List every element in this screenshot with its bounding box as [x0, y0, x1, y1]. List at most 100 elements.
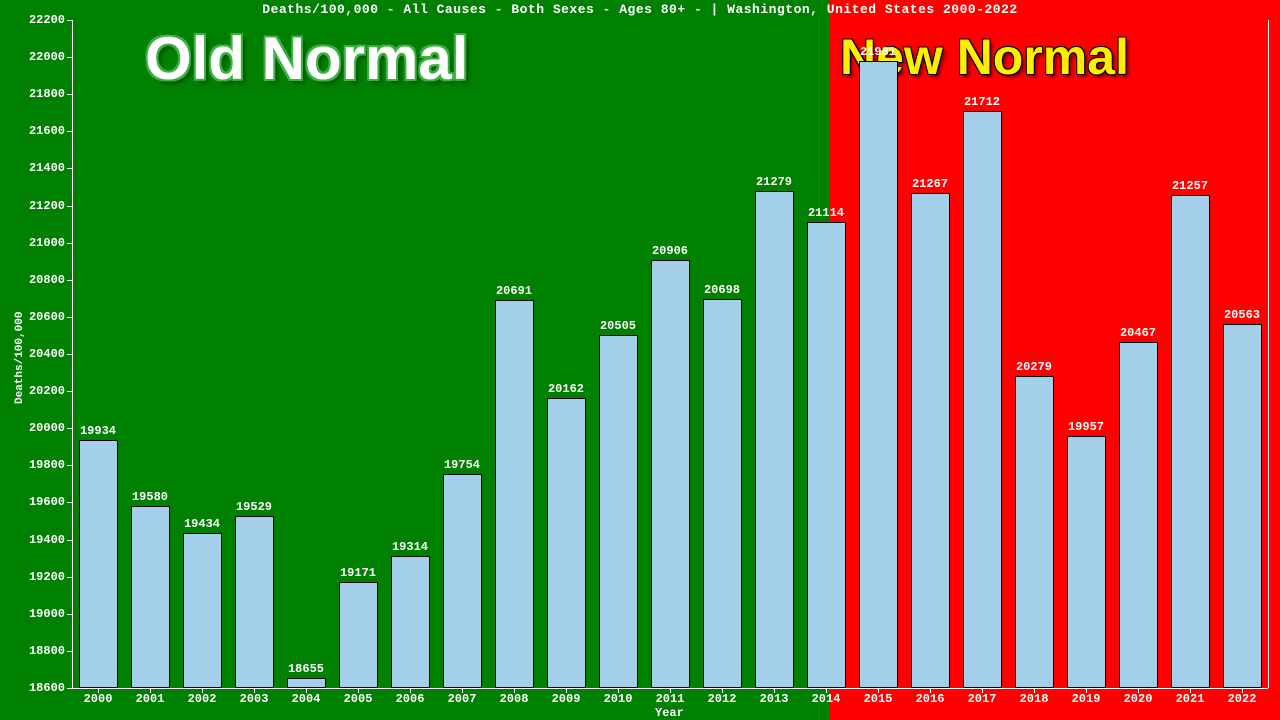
- x-tick-label: 2006: [390, 692, 430, 706]
- y-tick-label: 21600: [10, 124, 65, 138]
- bar: [755, 191, 794, 688]
- bar: [1067, 436, 1106, 688]
- x-tick-label: 2007: [442, 692, 482, 706]
- bar: [1171, 195, 1210, 688]
- x-tick-label: 2011: [650, 692, 690, 706]
- bar-value-label: 20906: [645, 244, 695, 258]
- bar: [131, 506, 170, 688]
- bar: [339, 582, 378, 688]
- y-tick-label: 19800: [10, 458, 65, 472]
- bar: [235, 516, 274, 688]
- x-tick-label: 2003: [234, 692, 274, 706]
- y-tick-mark: [67, 428, 72, 429]
- x-tick-label: 2004: [286, 692, 326, 706]
- x-axis-label: Year: [655, 706, 684, 720]
- x-tick-label: 2015: [858, 692, 898, 706]
- y-tick-label: 18600: [10, 681, 65, 695]
- y-tick-label: 22000: [10, 50, 65, 64]
- y-tick-mark: [67, 502, 72, 503]
- bar: [963, 111, 1002, 688]
- y-tick-mark: [67, 465, 72, 466]
- x-tick-label: 2009: [546, 692, 586, 706]
- y-tick-mark: [67, 20, 72, 21]
- bar-value-label: 21257: [1165, 179, 1215, 193]
- bar: [859, 61, 898, 688]
- y-tick-label: 19400: [10, 533, 65, 547]
- y-tick-mark: [67, 168, 72, 169]
- bar: [79, 440, 118, 688]
- bar-value-label: 20691: [489, 284, 539, 298]
- y-tick-mark: [67, 577, 72, 578]
- y-tick-label: 19000: [10, 607, 65, 621]
- bar: [599, 335, 638, 688]
- y-tick-mark: [67, 131, 72, 132]
- y-tick-mark: [67, 206, 72, 207]
- bar: [1015, 376, 1054, 688]
- bar: [391, 556, 430, 688]
- y-tick-mark: [67, 540, 72, 541]
- x-tick-label: 2002: [182, 692, 222, 706]
- bar-value-label: 19580: [125, 490, 175, 504]
- y-tick-label: 21400: [10, 161, 65, 175]
- bar-value-label: 21712: [957, 95, 1007, 109]
- y-tick-mark: [67, 94, 72, 95]
- x-tick-label: 2018: [1014, 692, 1054, 706]
- bar: [807, 222, 846, 688]
- bar-value-label: 20563: [1217, 308, 1267, 322]
- bar-value-label: 19434: [177, 517, 227, 531]
- y-tick-label: 20800: [10, 273, 65, 287]
- y-tick-label: 21800: [10, 87, 65, 101]
- x-tick-label: 2013: [754, 692, 794, 706]
- x-tick-label: 2016: [910, 692, 950, 706]
- bar: [547, 398, 586, 688]
- x-tick-label: 2008: [494, 692, 534, 706]
- x-tick-label: 2020: [1118, 692, 1158, 706]
- y-tick-mark: [67, 243, 72, 244]
- bar: [1119, 342, 1158, 688]
- bar-value-label: 19529: [229, 500, 279, 514]
- bar: [1223, 324, 1262, 688]
- y-tick-mark: [67, 651, 72, 652]
- x-tick-label: 2017: [962, 692, 1002, 706]
- bar-value-label: 21267: [905, 177, 955, 191]
- y-tick-label: 18800: [10, 644, 65, 658]
- y-tick-label: 21000: [10, 236, 65, 250]
- y-tick-mark: [67, 688, 72, 689]
- bar-value-label: 21114: [801, 206, 851, 220]
- x-tick-label: 2022: [1222, 692, 1262, 706]
- chart-title: Deaths/100,000 - All Causes - Both Sexes…: [0, 2, 1280, 17]
- old-normal-overlay: Old Normal: [145, 24, 468, 93]
- bar-value-label: 18655: [281, 662, 331, 676]
- x-tick-label: 2012: [702, 692, 742, 706]
- bar: [183, 533, 222, 688]
- y-axis: [72, 20, 73, 688]
- bar: [703, 299, 742, 688]
- bar: [911, 193, 950, 688]
- x-tick-label: 2000: [78, 692, 118, 706]
- bar-value-label: 19171: [333, 566, 383, 580]
- bar-value-label: 20698: [697, 283, 747, 297]
- x-tick-label: 2005: [338, 692, 378, 706]
- bar-value-label: 20467: [1113, 326, 1163, 340]
- y-tick-mark: [67, 391, 72, 392]
- bar-value-label: 19314: [385, 540, 435, 554]
- y-tick-label: 19200: [10, 570, 65, 584]
- y-tick-label: 22200: [10, 13, 65, 27]
- bar-value-label: 19934: [73, 424, 123, 438]
- bar: [651, 260, 690, 688]
- x-tick-label: 2014: [806, 692, 846, 706]
- y-axis-label: Deaths/100,000: [14, 312, 26, 404]
- y-tick-mark: [67, 280, 72, 281]
- x-tick-label: 2021: [1170, 692, 1210, 706]
- y-tick-label: 20000: [10, 421, 65, 435]
- bar-value-label: 20279: [1009, 360, 1059, 374]
- bar-value-label: 21279: [749, 175, 799, 189]
- bar-value-label: 21981: [853, 45, 903, 59]
- y-tick-mark: [67, 317, 72, 318]
- bar-value-label: 20505: [593, 319, 643, 333]
- bar-value-label: 19754: [437, 458, 487, 472]
- x-tick-label: 2010: [598, 692, 638, 706]
- x-tick-label: 2001: [130, 692, 170, 706]
- chart-container: Deaths/100,000 - All Causes - Both Sexes…: [0, 0, 1280, 720]
- bar-value-label: 20162: [541, 382, 591, 396]
